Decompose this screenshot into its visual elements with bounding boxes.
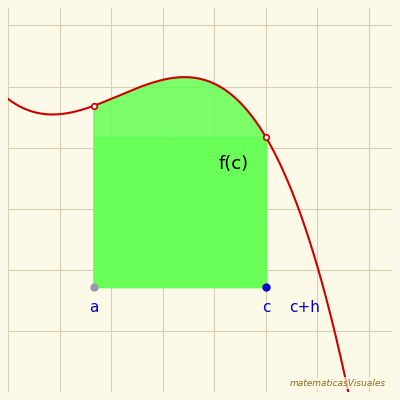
Polygon shape — [94, 137, 266, 287]
Text: matematicasVisuales: matematicasVisuales — [290, 379, 386, 388]
Text: a: a — [89, 300, 99, 315]
Polygon shape — [94, 77, 266, 287]
Text: f(c): f(c) — [218, 155, 249, 173]
Text: c+h: c+h — [289, 300, 320, 315]
Text: c: c — [262, 300, 270, 315]
